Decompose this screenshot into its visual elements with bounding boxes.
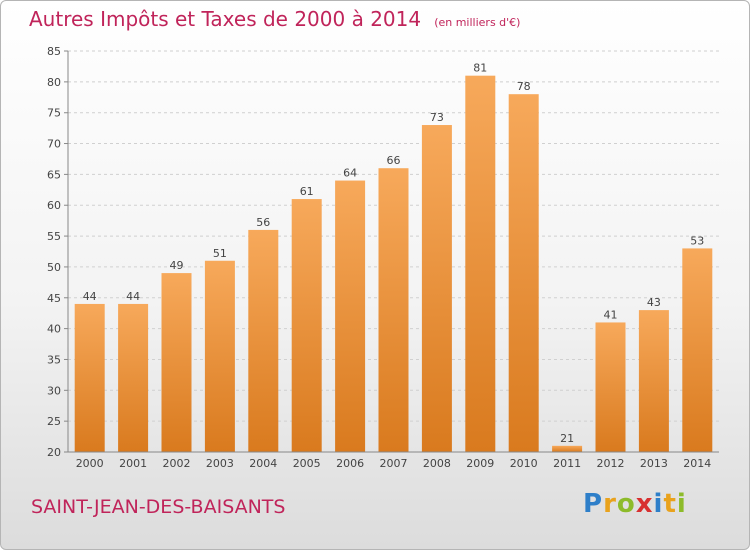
value-label-2007: 66 <box>387 154 401 167</box>
value-label-2009: 81 <box>473 62 487 75</box>
logo-letter: i <box>653 489 664 519</box>
y-tick-label: 85 <box>47 45 61 58</box>
x-tick-label-2006: 2006 <box>336 457 364 470</box>
x-tick-label-2007: 2007 <box>380 457 408 470</box>
logo-letter: x <box>635 489 654 519</box>
logo-letter: P <box>583 489 604 519</box>
value-labels: 44 44 49 51 56 61 64 66 73 81 78 21 41 43 53 <box>83 62 705 445</box>
x-tick-label-2003: 2003 <box>206 457 234 470</box>
value-label-2002: 49 <box>170 259 184 272</box>
y-tick-label: 55 <box>47 230 61 243</box>
y-tick-label: 80 <box>47 76 61 89</box>
bar-2012 <box>595 322 626 452</box>
value-label-2012: 41 <box>604 308 618 321</box>
value-label-2008: 73 <box>430 111 444 124</box>
value-label-2014: 53 <box>690 234 704 247</box>
bar-2000 <box>74 303 105 452</box>
bar-2002 <box>161 273 192 452</box>
bar-2004 <box>248 229 279 452</box>
logo-letter: r <box>603 489 617 519</box>
y-tick-label: 65 <box>47 168 61 181</box>
y-tick-label: 40 <box>47 323 61 336</box>
bar-2003 <box>204 260 235 452</box>
bar-2009 <box>465 75 496 452</box>
x-tick-label-2002: 2002 <box>163 457 191 470</box>
bar-2006 <box>335 180 366 453</box>
y-tick-label: 70 <box>47 138 61 151</box>
bar-2007 <box>378 168 409 452</box>
x-tick-label-2013: 2013 <box>640 457 668 470</box>
value-label-2011: 21 <box>560 432 574 445</box>
y-tick-label: 60 <box>47 199 61 212</box>
x-tick-label-2014: 2014 <box>683 457 711 470</box>
bar-2010 <box>508 94 539 452</box>
bar-2011 <box>552 445 583 452</box>
y-tick-label: 75 <box>47 107 61 120</box>
proxiti-logo: Proxiti <box>583 489 687 519</box>
x-tick-label-2001: 2001 <box>119 457 147 470</box>
chart-subtitle: (en milliers d'€) <box>434 16 521 29</box>
y-tick-label: 20 <box>47 446 61 459</box>
y-tick-label: 30 <box>47 384 61 397</box>
value-label-2003: 51 <box>213 247 227 260</box>
value-label-2013: 43 <box>647 296 661 309</box>
y-tick-label: 25 <box>47 415 61 428</box>
logo-letter: t <box>663 489 677 519</box>
bar-2001 <box>118 303 149 452</box>
bar-2008 <box>421 125 452 453</box>
x-tick-label-2005: 2005 <box>293 457 321 470</box>
x-tick-label-2009: 2009 <box>466 457 494 470</box>
x-tick-label-2010: 2010 <box>510 457 538 470</box>
x-tick-label-2012: 2012 <box>597 457 625 470</box>
logo-letter: i <box>676 489 687 519</box>
chart-title: Autres Impôts et Taxes de 2000 à 2014 (e… <box>29 7 520 31</box>
value-label-2000: 44 <box>83 290 97 303</box>
value-label-2005: 61 <box>300 185 314 198</box>
y-tick-label: 50 <box>47 261 61 274</box>
x-tick-label-2011: 2011 <box>553 457 581 470</box>
value-label-2001: 44 <box>126 290 140 303</box>
chart-title-text: Autres Impôts et Taxes de 2000 à 2014 <box>29 7 422 31</box>
y-tick-label: 35 <box>47 353 61 366</box>
value-label-2006: 64 <box>343 167 357 180</box>
x-tick-label-2004: 2004 <box>249 457 277 470</box>
x-tick-label-2000: 2000 <box>76 457 104 470</box>
axes: 20 25 30 35 40 45 50 55 60 65 70 75 80 85 2000 2001 2002… <box>47 45 719 470</box>
value-label-2004: 56 <box>256 216 270 229</box>
bar-2005 <box>291 199 322 452</box>
x-tick-label-2008: 2008 <box>423 457 451 470</box>
value-label-2010: 78 <box>517 80 531 93</box>
y-tick-label: 45 <box>47 292 61 305</box>
commune-name: SAINT-JEAN-DES-BAISANTS <box>31 496 286 518</box>
bars <box>74 75 713 453</box>
bar-2014 <box>682 248 713 452</box>
logo-letter: o <box>616 489 636 519</box>
bar-2013 <box>638 310 669 452</box>
